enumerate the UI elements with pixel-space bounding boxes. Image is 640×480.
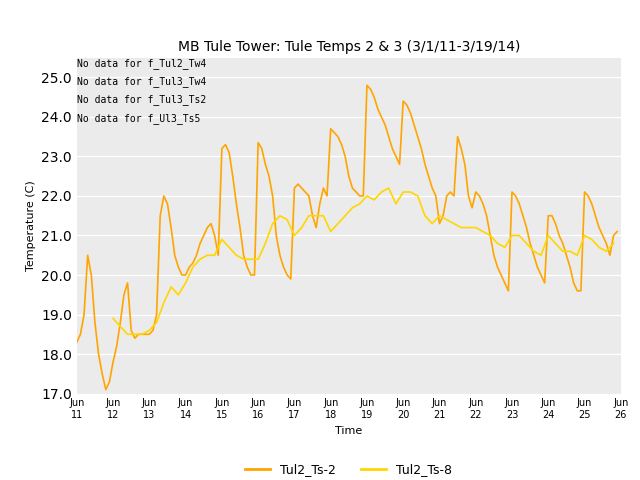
- Tul2_Ts-8: [552, 240, 559, 246]
- Tul2_Ts-8: [327, 228, 335, 234]
- Legend: Tul2_Ts-2, Tul2_Ts-8: Tul2_Ts-2, Tul2_Ts-8: [241, 458, 457, 480]
- Title: MB Tule Tower: Tule Temps 2 & 3 (3/1/11-3/19/14): MB Tule Tower: Tule Temps 2 & 3 (3/1/11-…: [178, 40, 520, 54]
- Tul2_Ts-2: [291, 185, 298, 191]
- Tul2_Ts-8: [124, 331, 131, 337]
- Tul2_Ts-2: [613, 228, 621, 234]
- Line: Tul2_Ts-8: Tul2_Ts-8: [113, 188, 614, 334]
- Line: Tul2_Ts-2: Tul2_Ts-2: [77, 85, 617, 390]
- X-axis label: Time: Time: [335, 426, 362, 436]
- Tul2_Ts-2: [254, 140, 262, 145]
- Tul2_Ts-2: [385, 134, 392, 140]
- Text: No data for f_Tul3_Ts2: No data for f_Tul3_Ts2: [77, 95, 206, 106]
- Tul2_Ts-2: [526, 240, 534, 246]
- Text: No data for f_Tul2_Tw4: No data for f_Tul2_Tw4: [77, 58, 206, 69]
- Y-axis label: Temperature (C): Temperature (C): [26, 180, 35, 271]
- Text: No data for f_Ul3_Ts5: No data for f_Ul3_Ts5: [77, 113, 200, 124]
- Tul2_Ts-2: [360, 193, 367, 199]
- Tul2_Ts-2: [363, 83, 371, 88]
- Tul2_Ts-8: [109, 316, 117, 322]
- Tul2_Ts-8: [232, 252, 240, 258]
- Tul2_Ts-2: [73, 339, 81, 345]
- Tul2_Ts-2: [454, 134, 461, 140]
- Tul2_Ts-8: [269, 221, 276, 227]
- Tul2_Ts-8: [399, 189, 407, 195]
- Tul2_Ts-8: [182, 280, 189, 286]
- Text: No data for f_Tul3_Tw4: No data for f_Tul3_Tw4: [77, 76, 206, 87]
- Tul2_Ts-2: [102, 387, 109, 393]
- Tul2_Ts-8: [610, 240, 618, 246]
- Tul2_Ts-8: [385, 185, 392, 191]
